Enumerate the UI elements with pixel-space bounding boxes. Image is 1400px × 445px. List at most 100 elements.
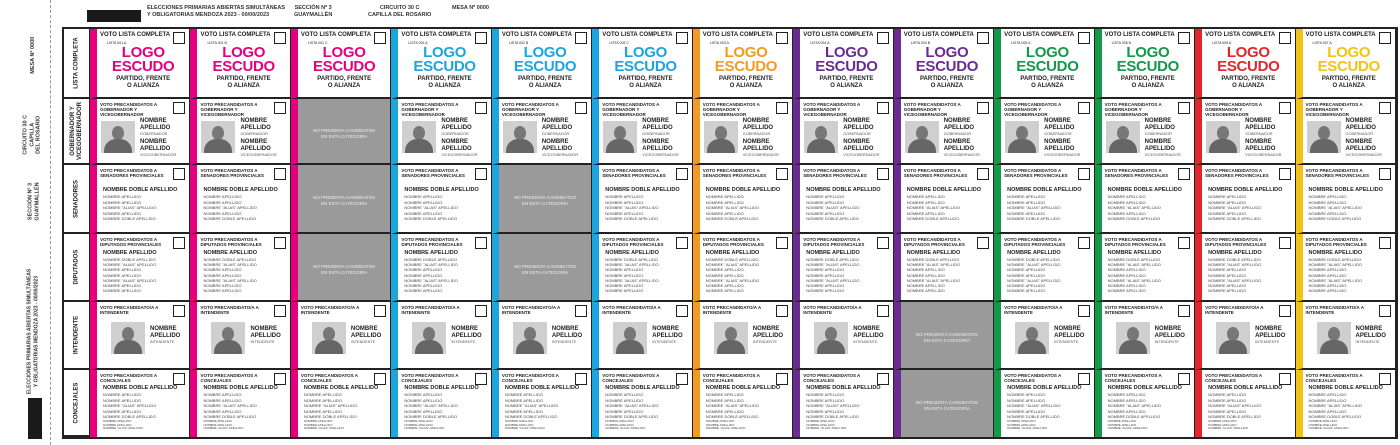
vote-checkbox[interactable] [776, 373, 789, 385]
vote-checkbox[interactable] [876, 102, 889, 114]
vote-checkbox[interactable] [474, 32, 487, 44]
ballot-cell-sen[interactable]: VOTO PRECANDIDATOS A SENADORES PROVINCIA… [893, 165, 995, 234]
vote-checkbox[interactable] [1077, 32, 1090, 44]
ballot-cell-dip[interactable]: NO PRESENTA CANDIDATOS EN ESTA CATEGORÍA [290, 234, 392, 302]
vote-checkbox[interactable] [977, 168, 990, 180]
ballot-cell-dip[interactable]: NO PRESENTA CANDIDATOS EN ESTA CATEGORÍA [491, 234, 593, 302]
ballot-cell-full[interactable]: VOTO LISTA COMPLETA LISTA 007 A LOGO ESCUDO… [1295, 29, 1396, 99]
vote-checkbox[interactable] [977, 32, 990, 44]
ballot-cell-int[interactable]: VOTO PRECANDIDATO/A A INTENDENTE NOMBRE AP… [90, 302, 191, 370]
vote-checkbox[interactable] [1178, 168, 1191, 180]
vote-checkbox[interactable] [1178, 237, 1191, 249]
ballot-cell-int[interactable]: VOTO PRECANDIDATO/A A INTENDENTE NOMBRE AP… [1295, 302, 1396, 370]
vote-checkbox[interactable] [474, 373, 487, 385]
ballot-cell-sen[interactable]: VOTO PRECANDIDATOS A SENADORES PROVINCIA… [1295, 165, 1396, 234]
vote-checkbox[interactable] [273, 373, 286, 385]
ballot-cell-con[interactable]: VOTO PRECANDIDATOS A CONCEJALES NOMBRE DO… [1094, 370, 1196, 437]
ballot-cell-gov[interactable]: VOTO PRECANDIDATOS A GOBERNADOR Y VICEGO… [994, 99, 1095, 165]
vote-checkbox[interactable] [374, 32, 387, 44]
ballot-cell-int[interactable]: VOTO PRECANDIDATO/A A INTENDENTE NOMBRE AP… [491, 302, 593, 370]
ballot-cell-con[interactable]: VOTO PRECANDIDATOS A CONCEJALES NOMBRE DO… [1195, 370, 1296, 437]
vote-checkbox[interactable] [474, 305, 487, 317]
ballot-cell-full[interactable]: VOTO LISTA COMPLETA LISTA 002 B LOGO ESCUDO… [491, 29, 593, 99]
vote-checkbox[interactable] [977, 237, 990, 249]
ballot-cell-full[interactable]: VOTO LISTA COMPLETA LISTA 001 A LOGO ESCUDO… [90, 29, 191, 99]
vote-checkbox[interactable] [1077, 237, 1090, 249]
ballot-cell-sen[interactable]: VOTO PRECANDIDATOS A SENADORES PROVINCIA… [1195, 165, 1296, 234]
vote-checkbox[interactable] [1278, 32, 1291, 44]
vote-checkbox[interactable] [776, 32, 789, 44]
vote-checkbox[interactable] [876, 168, 889, 180]
ballot-cell-sen[interactable]: VOTO PRECANDIDATOS A SENADORES PROVINCIA… [592, 165, 693, 234]
ballot-cell-full[interactable]: VOTO LISTA COMPLETA LISTA 002 C LOGO ESCUDO… [592, 29, 693, 99]
vote-checkbox[interactable] [876, 305, 889, 317]
ballot-cell-dip[interactable]: VOTO PRECANDIDATOS A DIPUTADOS PROVINCIA… [190, 234, 291, 302]
vote-checkbox[interactable] [1379, 168, 1391, 180]
ballot-cell-full[interactable]: VOTO LISTA COMPLETA LISTA 005 B LOGO ESCUDO… [1094, 29, 1196, 99]
vote-checkbox[interactable] [575, 305, 588, 317]
ballot-cell-gov[interactable]: VOTO PRECANDIDATOS A GOBERNADOR Y VICEGO… [893, 99, 995, 165]
ballot-cell-full[interactable]: VOTO LISTA COMPLETA LISTA 001 C LOGO ESCUDO… [290, 29, 392, 99]
vote-checkbox[interactable] [1278, 168, 1291, 180]
vote-checkbox[interactable] [1077, 102, 1090, 114]
ballot-cell-con[interactable]: NO PRESENTA CANDIDATOS EN ESTA CATEGORÍA [893, 370, 995, 437]
vote-checkbox[interactable] [575, 32, 588, 44]
vote-checkbox[interactable] [1278, 237, 1291, 249]
ballot-cell-gov[interactable]: VOTO PRECANDIDATOS A GOBERNADOR Y VICEGO… [692, 99, 794, 165]
vote-checkbox[interactable] [474, 102, 487, 114]
vote-checkbox[interactable] [1278, 373, 1291, 385]
ballot-cell-int[interactable]: VOTO PRECANDIDATO/A A INTENDENTE NOMBRE AP… [592, 302, 693, 370]
vote-checkbox[interactable] [675, 168, 688, 180]
vote-checkbox[interactable] [1077, 373, 1090, 385]
vote-checkbox[interactable] [876, 32, 889, 44]
ballot-cell-con[interactable]: VOTO PRECANDIDATOS A CONCEJALES NOMBRE DO… [994, 370, 1095, 437]
vote-checkbox[interactable] [977, 102, 990, 114]
vote-checkbox[interactable] [776, 168, 789, 180]
ballot-cell-int[interactable]: VOTO PRECANDIDATO/A A INTENDENTE NOMBRE AP… [190, 302, 291, 370]
ballot-cell-int[interactable]: VOTO PRECANDIDATO/A A INTENDENTE NOMBRE AP… [793, 302, 894, 370]
ballot-cell-con[interactable]: VOTO PRECANDIDATOS A CONCEJALES NOMBRE DO… [290, 370, 392, 437]
ballot-cell-sen[interactable]: VOTO PRECANDIDATOS A SENADORES PROVINCIA… [90, 165, 191, 234]
vote-checkbox[interactable] [173, 32, 186, 44]
ballot-cell-int[interactable]: NO PRESENTA CANDIDATOS EN ESTA CATEGORÍA [893, 302, 995, 370]
ballot-cell-int[interactable]: VOTO PRECANDIDATO/A A INTENDENTE NOMBRE AP… [290, 302, 392, 370]
ballot-cell-dip[interactable]: VOTO PRECANDIDATOS A DIPUTADOS PROVINCIA… [391, 234, 492, 302]
vote-checkbox[interactable] [675, 373, 688, 385]
ballot-cell-gov[interactable]: VOTO PRECANDIDATOS A GOBERNADOR Y VICEGO… [190, 99, 291, 165]
vote-checkbox[interactable] [474, 237, 487, 249]
vote-checkbox[interactable] [173, 237, 186, 249]
ballot-cell-dip[interactable]: VOTO PRECANDIDATOS A DIPUTADOS PROVINCIA… [1094, 234, 1196, 302]
ballot-cell-dip[interactable]: VOTO PRECANDIDATOS A DIPUTADOS PROVINCIA… [592, 234, 693, 302]
ballot-cell-gov[interactable]: VOTO PRECANDIDATOS A GOBERNADOR Y VICEGO… [1094, 99, 1196, 165]
vote-checkbox[interactable] [374, 305, 387, 317]
ballot-cell-con[interactable]: VOTO PRECANDIDATOS A CONCEJALES NOMBRE DO… [592, 370, 693, 437]
vote-checkbox[interactable] [1077, 305, 1090, 317]
vote-checkbox[interactable] [776, 237, 789, 249]
vote-checkbox[interactable] [1178, 373, 1191, 385]
vote-checkbox[interactable] [575, 373, 588, 385]
ballot-cell-int[interactable]: VOTO PRECANDIDATO/A A INTENDENTE NOMBRE AP… [1094, 302, 1196, 370]
vote-checkbox[interactable] [675, 102, 688, 114]
ballot-cell-full[interactable]: VOTO LISTA COMPLETA LISTA 002 A LOGO ESCUDO… [391, 29, 492, 99]
ballot-cell-sen[interactable]: VOTO PRECANDIDATOS A SENADORES PROVINCIA… [190, 165, 291, 234]
ballot-cell-int[interactable]: VOTO PRECANDIDATO/A A INTENDENTE NOMBRE AP… [391, 302, 492, 370]
ballot-cell-dip[interactable]: VOTO PRECANDIDATOS A DIPUTADOS PROVINCIA… [994, 234, 1095, 302]
vote-checkbox[interactable] [273, 305, 286, 317]
ballot-cell-con[interactable]: VOTO PRECANDIDATOS A CONCEJALES NOMBRE DO… [793, 370, 894, 437]
vote-checkbox[interactable] [675, 237, 688, 249]
ballot-cell-dip[interactable]: VOTO PRECANDIDATOS A DIPUTADOS PROVINCIA… [793, 234, 894, 302]
ballot-cell-sen[interactable]: VOTO PRECANDIDATOS A SENADORES PROVINCIA… [692, 165, 794, 234]
ballot-cell-dip[interactable]: VOTO PRECANDIDATOS A DIPUTADOS PROVINCIA… [692, 234, 794, 302]
ballot-cell-gov[interactable]: VOTO PRECANDIDATOS A GOBERNADOR Y VICEGO… [391, 99, 492, 165]
vote-checkbox[interactable] [776, 102, 789, 114]
vote-checkbox[interactable] [675, 305, 688, 317]
ballot-cell-gov[interactable]: VOTO PRECANDIDATOS A GOBERNADOR Y VICEGO… [1295, 99, 1396, 165]
vote-checkbox[interactable] [1278, 102, 1291, 114]
ballot-cell-full[interactable]: VOTO LISTA COMPLETA LISTA 005 A LOGO ESCUDO… [994, 29, 1095, 99]
ballot-cell-full[interactable]: VOTO LISTA COMPLETA LISTA 003 A LOGO ESCUDO… [692, 29, 794, 99]
ballot-cell-sen[interactable]: VOTO PRECANDIDATOS A SENADORES PROVINCIA… [793, 165, 894, 234]
ballot-cell-gov[interactable]: VOTO PRECANDIDATOS A GOBERNADOR Y VICEGO… [90, 99, 191, 165]
vote-checkbox[interactable] [675, 32, 688, 44]
ballot-cell-gov[interactable]: VOTO PRECANDIDATOS A GOBERNADOR Y VICEGO… [491, 99, 593, 165]
ballot-cell-full[interactable]: VOTO LISTA COMPLETA LISTA 004 B LOGO ESCUDO… [893, 29, 995, 99]
